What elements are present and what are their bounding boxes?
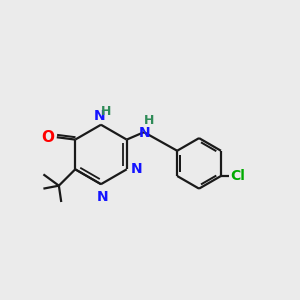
Text: N: N: [94, 109, 105, 123]
Text: N: N: [130, 162, 142, 176]
Text: Cl: Cl: [230, 169, 245, 183]
Text: H: H: [144, 114, 154, 127]
Text: N: N: [138, 126, 150, 140]
Text: H: H: [100, 105, 111, 118]
Text: O: O: [41, 130, 54, 145]
Text: N: N: [97, 190, 108, 203]
